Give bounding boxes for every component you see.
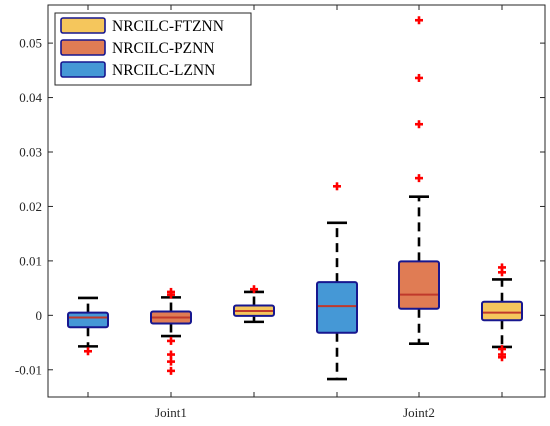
y-tick-label: -0.01	[15, 362, 42, 377]
legend-swatch	[60, 17, 106, 34]
box-joint2-nrcilc-ftznn	[481, 263, 523, 362]
outlier-marker	[498, 263, 506, 272]
y-tick-label: 0	[36, 308, 43, 323]
legend-label: NRCILC-PZNN	[112, 40, 214, 57]
y-tick-label: 0.03	[19, 145, 42, 160]
outlier-marker	[84, 347, 92, 356]
box-joint1-nrcilc-pznn	[150, 287, 192, 375]
outlier-marker	[167, 336, 175, 345]
outlier-marker	[415, 73, 423, 82]
box-iqr	[316, 281, 358, 334]
y-tick-label: 0.01	[19, 253, 42, 268]
outlier-marker	[167, 357, 175, 366]
outlier-marker	[167, 287, 175, 296]
box-iqr	[398, 260, 440, 310]
x-tick-label: Joint2	[403, 405, 435, 420]
legend-label: NRCILC-LZNN	[112, 62, 215, 79]
x-tick-label: Joint1	[155, 405, 187, 420]
box-joint1-nrcilc-ftznn	[233, 285, 275, 324]
box-joint1-nrcilc-lznn	[67, 296, 109, 356]
outlier-marker	[333, 182, 341, 191]
box-iqr	[481, 300, 523, 322]
axes-frame	[47, 4, 546, 398]
outlier-marker	[498, 353, 506, 362]
outlier-marker	[167, 350, 175, 359]
outlier-marker	[415, 120, 423, 129]
outlier-marker	[250, 285, 258, 294]
legend-swatch	[60, 61, 106, 78]
legend: NRCILC-FTZNN NRCILC-PZNN NRCILC-LZNN	[54, 12, 252, 86]
outlier-marker	[167, 366, 175, 375]
box-joint2-nrcilc-pznn	[398, 16, 440, 345]
legend-label: NRCILC-FTZNN	[112, 18, 224, 35]
box-iqr	[67, 311, 109, 329]
y-tick-label: 0.04	[19, 90, 42, 105]
legend-swatch	[60, 39, 106, 56]
y-tick-label: 0.02	[19, 199, 42, 214]
outlier-marker	[415, 16, 423, 25]
boxes-layer	[67, 16, 523, 381]
box-joint2-nrcilc-lznn	[316, 182, 358, 381]
y-tick-label: 0.05	[19, 36, 42, 51]
axes-layer: -0.01 0 0.01 0.02 0.03 0.04 0.05 Joint1 Joint2	[15, 4, 546, 420]
outlier-marker	[415, 174, 423, 183]
